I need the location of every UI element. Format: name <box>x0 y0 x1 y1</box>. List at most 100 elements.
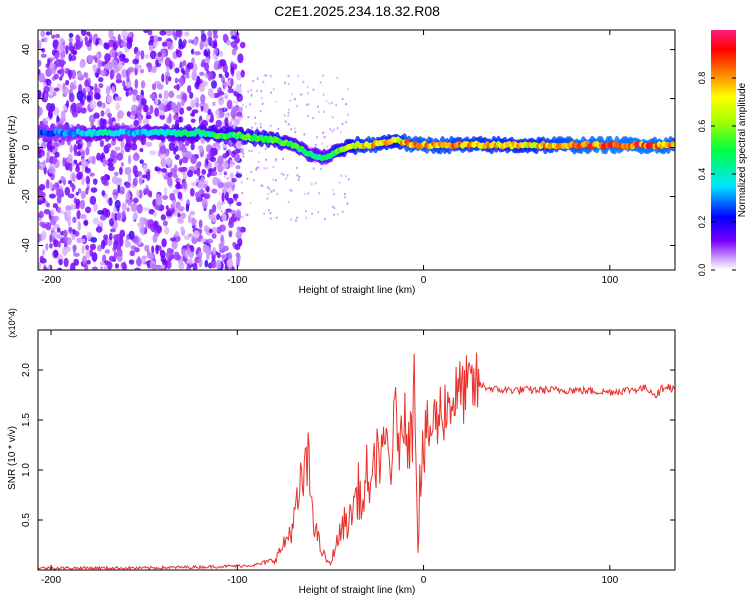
spectrogram-frame <box>37 29 676 271</box>
noise-blob <box>89 100 97 110</box>
noise-blob <box>138 116 142 125</box>
noise-blob <box>200 237 207 243</box>
noise-blob <box>53 73 59 80</box>
noise-blob <box>95 226 103 233</box>
noise-blob <box>66 157 73 164</box>
noise-blob <box>164 57 172 67</box>
noise-blob <box>247 115 250 119</box>
noise-blob <box>89 243 97 251</box>
noise-blob <box>229 159 233 165</box>
noise-blob <box>340 174 343 178</box>
noise-blob <box>49 243 53 249</box>
x-tick-label: -200 <box>41 575 61 586</box>
noise-blob <box>190 118 196 123</box>
noise-blob <box>229 172 234 180</box>
noise-blob <box>62 246 68 257</box>
noise-blob <box>250 149 253 153</box>
noise-blob <box>303 192 306 196</box>
noise-blob <box>139 68 145 74</box>
noise-blob <box>113 234 120 241</box>
noise-blob <box>335 103 338 107</box>
noise-blob <box>208 248 212 256</box>
noise-blob <box>221 202 224 205</box>
noise-blob <box>212 246 217 256</box>
noise-blob <box>293 97 296 101</box>
noise-blob <box>272 178 275 181</box>
noise-blob <box>92 178 98 185</box>
x-tick-label: 100 <box>601 575 618 586</box>
noise-blob <box>276 192 279 196</box>
noise-blob <box>104 249 110 254</box>
noise-blob <box>234 214 237 218</box>
noise-blob <box>179 158 183 166</box>
noise-blob <box>84 79 90 88</box>
noise-blob <box>91 266 99 270</box>
noise-blob <box>198 219 203 229</box>
noise-blob <box>59 37 65 44</box>
noise-blob <box>85 206 92 214</box>
noise-blob <box>305 216 308 219</box>
noise-blob <box>233 199 236 202</box>
noise-blob <box>345 175 348 178</box>
noise-blob <box>53 239 59 248</box>
noise-blob <box>68 71 72 81</box>
noise-blob <box>210 170 218 177</box>
noise-blob <box>99 266 104 270</box>
noise-blob <box>104 53 111 63</box>
noise-blob <box>50 156 58 165</box>
noise-blob <box>81 175 85 186</box>
noise-blob <box>226 177 229 180</box>
noise-blob <box>181 98 185 107</box>
noise-blob <box>211 188 218 194</box>
noise-blob <box>167 176 173 187</box>
noise-blob <box>162 258 166 266</box>
noise-blob <box>297 178 300 182</box>
noise-blob <box>322 110 325 114</box>
noise-blob <box>132 89 138 96</box>
y-tick-label: 0.5 <box>21 513 32 527</box>
noise-blob <box>140 49 145 60</box>
noise-blob <box>234 38 240 44</box>
noise-blob <box>235 70 242 81</box>
noise-blob <box>132 165 138 176</box>
noise-blob <box>331 130 334 133</box>
noise-blob <box>290 189 293 193</box>
noise-blob <box>251 126 254 129</box>
x-tick-label: 0 <box>421 575 427 586</box>
noise-blob <box>264 147 267 151</box>
noise-blob <box>345 102 348 106</box>
colorbar-tick-label: 0.4 <box>697 168 707 181</box>
noise-blob <box>239 226 246 233</box>
noise-blob <box>69 82 75 91</box>
noise-blob <box>274 157 277 161</box>
noise-blob <box>172 212 178 217</box>
noise-blob <box>232 185 235 189</box>
noise-blob <box>241 103 244 107</box>
noise-blob <box>196 167 201 177</box>
noise-blob <box>186 169 194 178</box>
noise-blob <box>230 40 238 49</box>
noise-blob <box>302 80 305 84</box>
noise-blob <box>133 119 140 127</box>
noise-blob <box>92 64 97 73</box>
noise-blob <box>245 105 248 108</box>
noise-blob <box>119 53 126 62</box>
noise-blob <box>58 258 63 266</box>
noise-blob <box>298 175 301 179</box>
noise-blob <box>230 78 234 87</box>
snr-series-line <box>38 352 675 570</box>
noise-blob <box>45 243 49 251</box>
noise-blob <box>216 142 221 151</box>
noise-blob <box>237 53 244 64</box>
noise-blob <box>160 49 166 59</box>
noise-blob <box>128 241 132 248</box>
y-tick-label: 2.0 <box>21 363 32 377</box>
noise-blob <box>167 172 173 178</box>
noise-blob <box>136 50 142 56</box>
noise-blob <box>219 172 222 176</box>
noise-blob <box>137 222 141 228</box>
noise-blob <box>146 249 151 259</box>
noise-blob <box>256 77 259 81</box>
noise-blob <box>147 30 153 36</box>
